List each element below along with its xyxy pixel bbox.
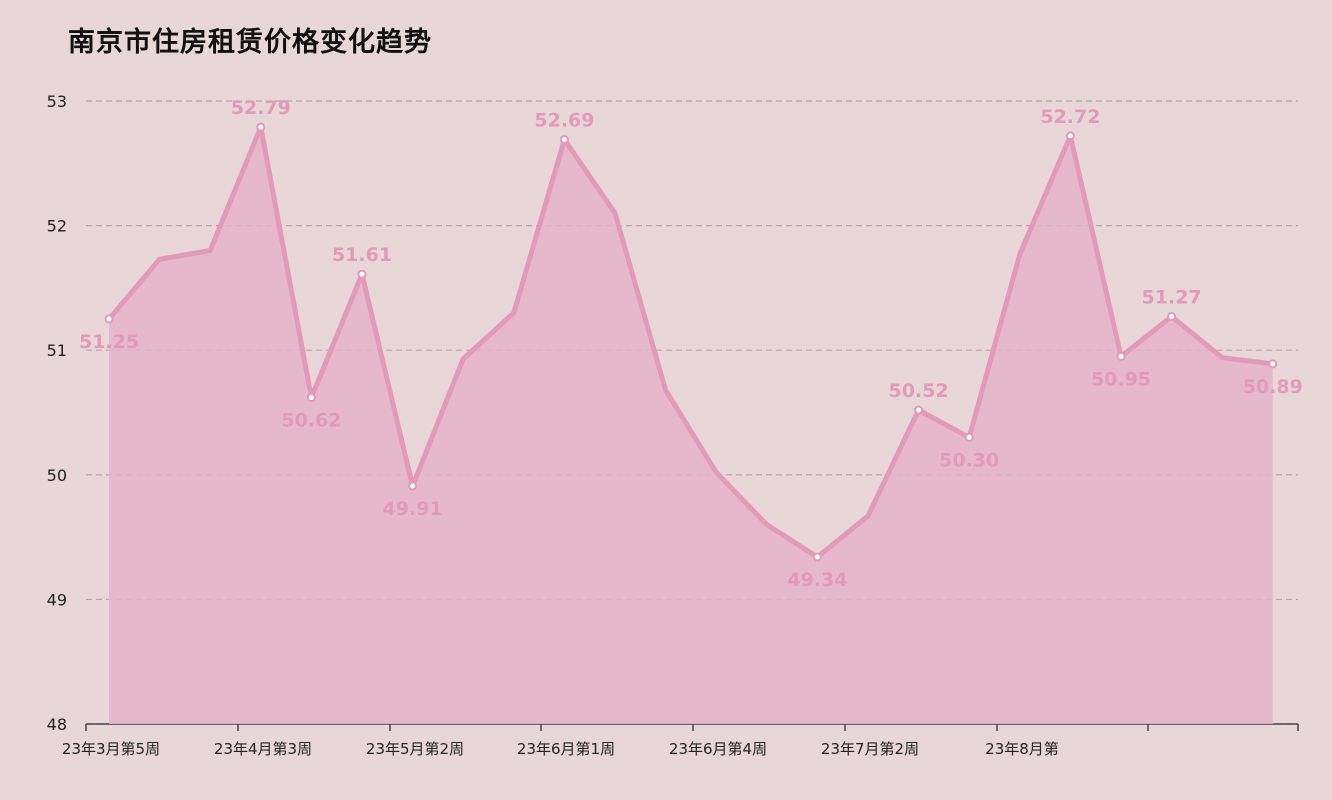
data-label: 49.91 [383,498,443,520]
series-line [106,124,1276,560]
data-label: 49.34 [787,569,847,591]
data-point [306,393,316,403]
data-point [1065,131,1075,141]
data-label: 50.95 [1091,368,1151,390]
chart-title: 南京市住房租赁价格变化趋势 [68,27,432,58]
data-point [964,432,974,442]
data-point [256,122,266,132]
x-tick-label: 23年4月第3周 [214,740,312,758]
data-point [559,135,569,145]
series-area [109,127,1273,724]
x-tick-label: 23年6月第1周 [517,740,615,758]
data-label: 51.25 [79,331,139,353]
data-label: 52.69 [534,110,594,132]
x-tick-label: 23年5月第2周 [366,740,464,758]
data-point [104,314,114,324]
data-point [408,481,418,491]
x-tick-label: 23年3月第5周 [62,740,160,758]
y-tick-label: 49 [47,590,67,609]
data-label: 50.62 [281,410,341,432]
data-point [914,405,924,415]
data-point [1167,312,1177,322]
x-tick-label: 23年6月第4周 [669,740,767,758]
data-label: 52.72 [1040,106,1100,128]
data-label: 50.52 [889,380,949,402]
data-point [1116,351,1126,361]
y-tick-label: 53 [47,92,67,111]
y-tick-label: 50 [47,466,67,485]
x-tick-label: 23年7月第2周 [821,740,919,758]
data-point [1268,359,1278,369]
y-tick-label: 51 [47,341,67,360]
data-label: 51.61 [332,244,392,266]
data-label: 51.27 [1142,287,1202,309]
x-tick-label: 23年8月第 [985,740,1059,758]
data-label: 50.89 [1243,376,1303,398]
data-label: 52.79 [231,97,291,119]
y-tick-label: 52 [47,217,67,236]
y-tick-label: 48 [47,715,67,734]
data-point [357,269,367,279]
data-point [812,552,822,562]
data-label: 50.30 [939,449,999,471]
